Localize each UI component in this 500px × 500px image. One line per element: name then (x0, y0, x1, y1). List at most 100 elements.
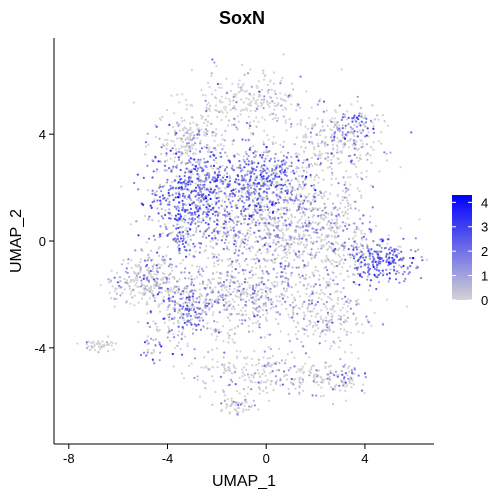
point-left-high (180, 186, 183, 189)
point-upper-right (285, 129, 288, 132)
point-islet-far-left (87, 345, 90, 348)
point-center-high (301, 180, 305, 183)
point-upper-left (175, 148, 178, 151)
point-mid-left (146, 277, 149, 280)
point-upper-right (331, 129, 334, 132)
point-lower-left (187, 292, 190, 295)
point-lower-left (190, 306, 193, 309)
point-top (205, 133, 208, 136)
point-right (362, 256, 365, 259)
point-center-high (218, 170, 221, 173)
point-center (201, 267, 204, 270)
point-center-high (253, 172, 256, 175)
point-center (275, 210, 278, 213)
point-lower-right (311, 324, 315, 328)
point-lower-center (276, 311, 279, 314)
point-right (395, 254, 398, 257)
point-center-right (293, 258, 296, 262)
point-lower-right (287, 313, 290, 316)
point-far-left (144, 291, 147, 294)
point-center (313, 195, 316, 198)
point-lower-center (292, 307, 295, 310)
point-lower-left (182, 302, 185, 305)
point-center (242, 205, 245, 208)
point-lower-left (206, 304, 209, 308)
point-upper-right (341, 127, 344, 130)
point-right (355, 266, 358, 269)
point-center (323, 238, 326, 241)
point-center (286, 189, 289, 192)
point-left-high (217, 167, 220, 170)
point-center-high (287, 179, 290, 182)
point-top (220, 86, 223, 89)
point-left-high (165, 199, 168, 202)
point-center-high (246, 158, 249, 161)
point-center-high (263, 164, 266, 167)
point-islet-mid (184, 228, 187, 232)
point-mid-left (134, 249, 137, 252)
point-center (233, 243, 236, 246)
point-center (232, 227, 235, 230)
point-lower-center (177, 311, 180, 314)
point-center-right (307, 225, 310, 228)
point-center-right (314, 283, 317, 286)
point-left-high (183, 245, 186, 248)
point-left-high (225, 166, 229, 169)
point-center-high (215, 161, 218, 164)
point-top (213, 61, 216, 64)
point-islet-left (146, 339, 149, 342)
point-center-right (356, 187, 359, 190)
point-bottom-right (362, 383, 365, 386)
point-center (151, 219, 154, 222)
point-center (262, 283, 265, 286)
point-center-right (337, 253, 340, 256)
point-lower-left (193, 323, 196, 326)
point-left-high (171, 186, 174, 189)
point-upper-left (186, 145, 189, 148)
point-lower-right (328, 328, 331, 331)
point-left-high (171, 147, 174, 150)
point-left-high (230, 189, 233, 192)
point-top (262, 101, 265, 104)
point-center-high (234, 178, 238, 181)
point-lower-center (222, 298, 225, 301)
point-upper-right (352, 139, 355, 142)
point-left-high (215, 185, 218, 188)
point-lower-left (192, 284, 195, 287)
point-center (258, 222, 261, 225)
point-center (330, 213, 333, 216)
point-lower-right (329, 293, 332, 296)
point-center (344, 181, 347, 184)
point-lower-right (302, 276, 305, 280)
point-right (346, 269, 349, 273)
point-mid-left (152, 267, 155, 270)
point-upper-left (173, 144, 176, 147)
point-lower-center (226, 258, 229, 261)
point-top (219, 100, 222, 104)
point-center (264, 259, 267, 262)
point-center (246, 239, 249, 242)
point-left-high (198, 242, 201, 245)
point-bottom (226, 384, 229, 387)
point-left-high (206, 228, 209, 231)
point-bottom (223, 365, 226, 368)
point-center (261, 276, 264, 279)
point-center (284, 180, 287, 183)
point-center (319, 217, 322, 220)
point-left-high (167, 211, 170, 214)
point-far-left (129, 293, 132, 296)
point-left-high (195, 206, 198, 209)
point-center-right (336, 193, 339, 196)
point-center (261, 245, 264, 248)
point-center (226, 271, 229, 274)
point-left-high (187, 176, 190, 179)
point-left-high (153, 198, 156, 201)
point-upper-left (182, 141, 185, 144)
point-lower-center (251, 288, 255, 291)
point-center (222, 231, 225, 234)
point-lower-right (345, 333, 348, 336)
point-center (215, 201, 218, 204)
point-left-high (223, 227, 226, 230)
point-lower-center (251, 301, 254, 304)
point-center (187, 243, 190, 246)
